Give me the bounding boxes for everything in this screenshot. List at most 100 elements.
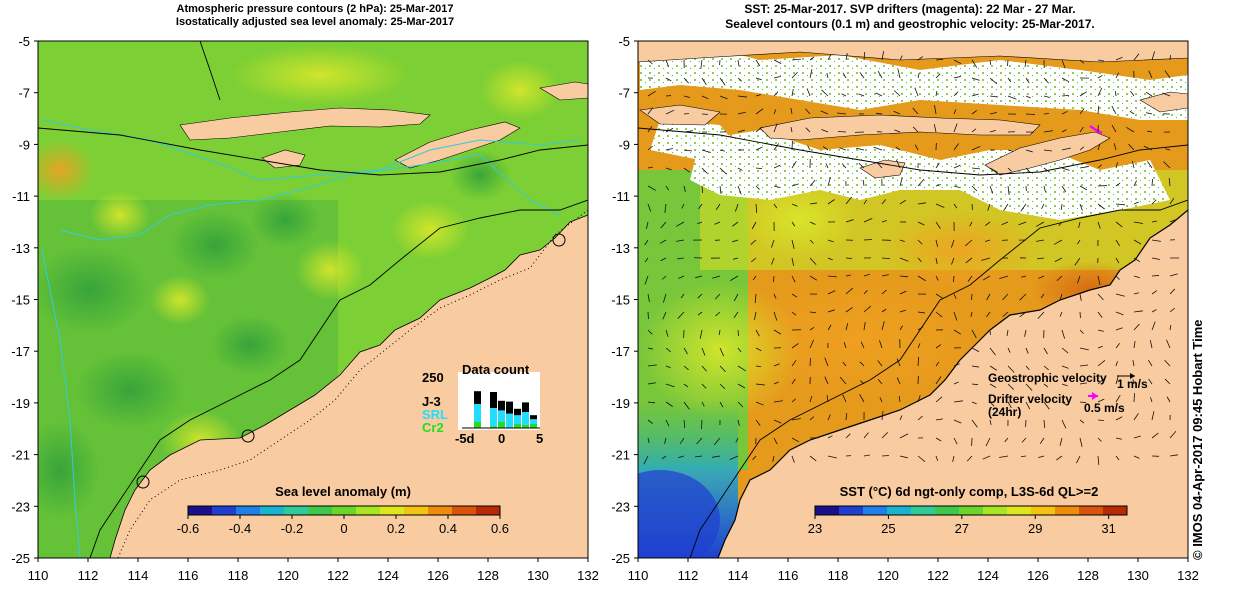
right-colorbar-tick-label: 29 <box>1028 521 1042 536</box>
geostrophic-arrow <box>791 203 798 207</box>
left-y-tick-label: -23 <box>11 499 30 514</box>
geostrophic-arrow <box>881 411 884 421</box>
geostrophic-arrow <box>737 419 740 426</box>
geostrophic-arrow <box>1133 239 1142 245</box>
geostrophic-arrow <box>989 95 998 98</box>
geostrophic-arrow <box>647 347 653 350</box>
geostrophic-arrow <box>809 275 818 281</box>
geostrophic-arrow <box>953 109 957 115</box>
geostrophic-arrow <box>809 257 817 265</box>
geostrophic-arrow <box>917 202 926 205</box>
geostrophic-arrow <box>1097 437 1102 442</box>
geostrophic-arrow <box>971 167 980 170</box>
geostrophic-arrow <box>755 185 760 190</box>
geostrophic-arrow <box>953 275 955 283</box>
geostrophic-arrow <box>1133 275 1140 279</box>
geostrophic-arrow <box>1133 257 1141 263</box>
geostrophic-arrow <box>1061 401 1067 406</box>
geostrophic-arrow <box>1007 383 1015 390</box>
geostrophic-arrow <box>1007 365 1015 373</box>
geostrophic-arrow <box>935 257 938 264</box>
geostrophic-arrow <box>1097 105 1100 115</box>
geostrophic-arrow <box>935 91 938 97</box>
geostrophic-arrow <box>737 401 744 408</box>
geostrophic-arrow <box>1133 201 1139 205</box>
geostrophic-arrow <box>1114 90 1117 97</box>
sst-no-data-3 <box>650 120 740 160</box>
geostrophic-arrow <box>683 185 686 192</box>
geostrophic-arrow <box>1147 161 1153 169</box>
geostrophic-arrow <box>644 275 649 285</box>
inset-bar-srl <box>514 415 521 424</box>
geostrophic-arrow <box>858 93 865 97</box>
geostrophic-arrow <box>1007 77 1012 83</box>
geostrophic-arrow <box>935 184 941 187</box>
geostrophic-arrow <box>1043 167 1050 173</box>
geostrophic-legend-label: Geostrophic velocity <box>988 371 1107 385</box>
geostrophic-arrow <box>1007 59 1009 67</box>
right-x-tick-label: 124 <box>977 568 999 583</box>
geostrophic-arrow <box>894 129 901 133</box>
geostrophic-arrow <box>719 185 722 194</box>
geostrophic-arrow <box>1025 77 1030 84</box>
geostrophic-arrow <box>1115 257 1120 264</box>
geostrophic-arrow <box>773 329 782 335</box>
geostrophic-arrow <box>791 360 797 367</box>
geostrophic-arrow <box>1151 239 1161 242</box>
geostrophic-arrow <box>827 275 837 278</box>
right-map: Geostrophic velocity 1 m/s Drifter veloc… <box>638 41 1188 558</box>
geostrophic-arrow <box>755 59 761 67</box>
geostrophic-arrow <box>1036 239 1045 242</box>
inset-bar-srl <box>498 410 505 422</box>
geostrophic-arrow <box>1169 307 1175 313</box>
geostrophic-arrow <box>989 167 999 173</box>
geostrophic-arrow <box>1113 143 1117 151</box>
left-x-tick-label: 116 <box>178 568 199 583</box>
geostrophic-arrow <box>971 145 981 151</box>
geostrophic-arrow <box>1149 340 1153 349</box>
geostrophic-arrow <box>773 419 782 424</box>
geostrophic-arrow <box>1002 293 1009 301</box>
left-x-tick-label: 126 <box>427 568 449 583</box>
geostrophic-arrow <box>809 56 815 61</box>
geostrophic-arrow <box>809 69 813 79</box>
geostrophic-arrow <box>822 146 829 151</box>
geostrophic-arrow <box>1038 275 1045 279</box>
sla-low-3 <box>170 210 260 280</box>
right-y-tick-label: -17 <box>611 344 630 359</box>
sst-cold-blob <box>638 470 720 558</box>
geostrophic-arrow <box>714 221 721 225</box>
geostrophic-arrow <box>989 383 997 388</box>
right-x-tick-label: 132 <box>1177 568 1199 583</box>
geostrophic-arrow <box>863 305 872 313</box>
left-colorbar-tick-label: -0.6 <box>177 521 199 536</box>
right-colorbar-tick-label: 23 <box>808 521 822 536</box>
geostrophic-arrow <box>701 347 706 356</box>
geostrophic-arrow <box>879 397 883 403</box>
right-java-coast <box>638 41 1188 63</box>
left-y-tick-label: -21 <box>11 448 30 463</box>
geostrophic-arrow <box>737 383 746 389</box>
geostrophic-arrow <box>701 77 707 85</box>
geostrophic-arrow <box>953 164 961 169</box>
geostrophic-arrow <box>1111 124 1117 133</box>
geostrophic-arrow <box>1059 293 1063 300</box>
geostrophic-arrow <box>827 435 833 439</box>
inset-bar-cr2 <box>490 426 497 428</box>
geostrophic-arrow <box>1169 430 1177 439</box>
geostrophic-arrow <box>1025 167 1031 173</box>
geostrophic-arrow <box>665 347 671 353</box>
inset-x-tick-1: -5d <box>455 431 475 446</box>
geostrophic-arrow <box>1097 345 1103 349</box>
geostrophic-arrow <box>1133 455 1140 459</box>
geostrophic-arrow <box>809 416 815 421</box>
geostrophic-arrow <box>755 146 763 151</box>
left-y-tick-label: -17 <box>11 344 30 359</box>
geostrophic-arrow <box>1076 455 1081 464</box>
left-y-tick-label: -7 <box>18 86 30 101</box>
geostrophic-arrow <box>1024 59 1027 67</box>
geostrophic-arrow <box>1111 105 1117 115</box>
left-colorbar-tick-label: 0 <box>340 521 347 536</box>
left-y-tick-label: -25 <box>11 551 30 566</box>
geostrophic-arrow <box>837 112 847 115</box>
